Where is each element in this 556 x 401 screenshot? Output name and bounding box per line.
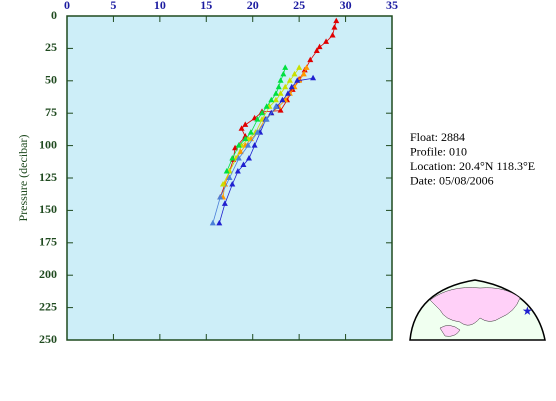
data-point — [280, 70, 287, 77]
x-tick-label: 0 — [64, 0, 70, 12]
y-tick-label: 175 — [39, 235, 57, 249]
land — [439, 325, 461, 337]
plot: 0 5 10 15 20 25 30 35 0 25 50 75 100 125 150 175 200 225 2… — [39, 0, 398, 346]
data-point — [240, 161, 247, 168]
data-point — [313, 47, 320, 53]
data-point — [232, 144, 239, 151]
data-point — [234, 168, 241, 174]
y-tick-label: 75 — [45, 105, 57, 119]
data-point — [307, 56, 314, 63]
data-point — [226, 174, 233, 180]
profile-line — [218, 77, 314, 224]
y-tick-label: 250 — [39, 332, 57, 346]
data-point — [245, 142, 252, 148]
data-point — [323, 38, 330, 44]
land — [429, 287, 521, 326]
x-tick-label: 5 — [110, 0, 116, 12]
data-point — [209, 219, 216, 226]
data-point — [263, 103, 270, 109]
data-point — [333, 17, 340, 24]
data-point — [291, 70, 298, 77]
data-point — [316, 43, 323, 50]
y-tick-label: 25 — [45, 40, 57, 54]
data-point — [282, 64, 289, 70]
y-tick-label: 200 — [39, 267, 57, 281]
data-point — [303, 64, 310, 70]
data-point — [263, 116, 270, 122]
y-tick-label: 225 — [39, 299, 57, 313]
y-tick-label: 100 — [39, 137, 57, 151]
data-point — [235, 142, 242, 148]
data-point — [277, 107, 284, 113]
x-tick-label: 25 — [293, 0, 305, 12]
data-point — [277, 77, 284, 83]
data-point — [246, 155, 252, 161]
data-point — [285, 90, 291, 96]
profile-line — [212, 106, 277, 224]
data-point — [216, 219, 223, 226]
data-point — [282, 83, 289, 90]
data-point — [268, 109, 275, 116]
data-point — [254, 116, 261, 122]
y-axis-title: Pressure (decibar) — [16, 135, 30, 222]
data-point — [238, 125, 245, 131]
data-point — [331, 24, 338, 30]
data-point — [294, 77, 301, 83]
y-tick-label: 125 — [39, 170, 57, 184]
data-point — [272, 103, 279, 109]
data-point — [242, 135, 249, 142]
data-point — [286, 77, 293, 83]
data-point — [310, 74, 317, 81]
map: ★ — [409, 279, 546, 341]
data-point — [296, 64, 303, 70]
data-point — [221, 200, 228, 206]
data-point — [235, 155, 242, 161]
data-point — [259, 109, 265, 116]
y-tick-label: 0 — [51, 8, 57, 22]
info-line: Float: 2884 — [410, 130, 465, 144]
data-point — [268, 96, 275, 103]
data-point — [251, 142, 258, 148]
data-point — [275, 83, 282, 90]
x-tick-label: 35 — [386, 0, 398, 12]
data-point — [229, 180, 236, 187]
data-point — [272, 90, 279, 96]
data-point — [277, 90, 284, 96]
y-tick-label: 150 — [39, 202, 57, 216]
info-line: Profile: 010 — [410, 145, 467, 159]
data-point — [279, 96, 286, 103]
x-tick-label: 30 — [340, 0, 352, 12]
y-tick-label: 50 — [45, 73, 57, 87]
data-point — [247, 129, 254, 135]
data-point — [254, 129, 261, 135]
x-tick-label: 10 — [154, 0, 166, 12]
data-point — [272, 96, 279, 103]
info-line: Location: 20.4°N 118.3°E — [410, 159, 535, 173]
data-point — [242, 121, 249, 127]
float-marker: ★ — [522, 304, 533, 318]
data-point — [229, 155, 236, 161]
data-point — [220, 180, 226, 187]
x-tick-label: 20 — [247, 0, 259, 12]
data-point — [329, 31, 336, 38]
data-point — [288, 83, 295, 90]
data-point — [237, 148, 244, 155]
data-point — [223, 168, 230, 174]
info-line: Date: 05/08/2006 — [410, 174, 494, 188]
data-point — [300, 70, 307, 77]
x-tick-label: 15 — [200, 0, 212, 12]
data-point — [217, 193, 224, 200]
